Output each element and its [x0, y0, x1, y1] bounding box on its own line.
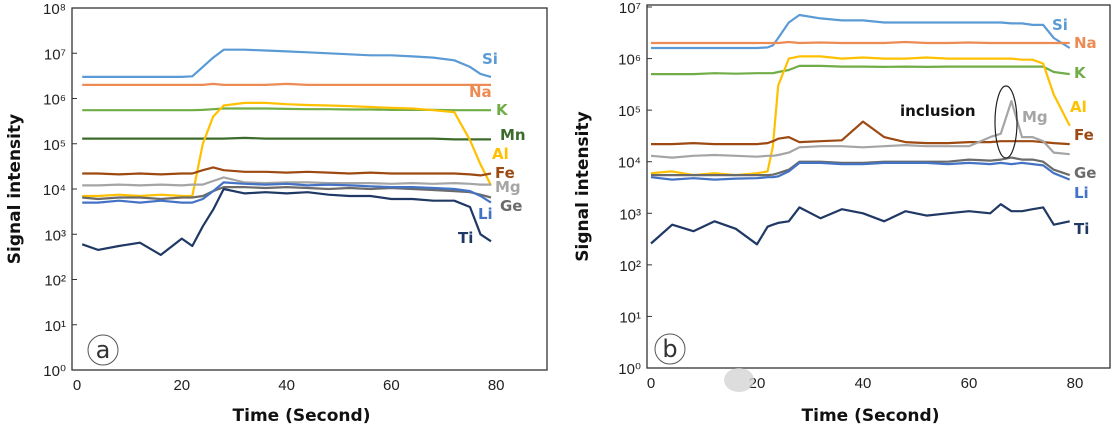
x-tick-label: 0 [73, 377, 81, 394]
series-label-k: K [1074, 64, 1087, 82]
chart-a: 10⁰ 10¹ 10² 10³ 10⁴ 10⁵ 10⁶ 10⁷ 10⁸ 0 20 40 60 80 Time… [5, 1, 548, 426]
series-line-li [650, 161, 1071, 181]
series-label-li: Li [478, 205, 493, 223]
series-line-k [651, 64, 1070, 76]
series-line-si [651, 13, 1071, 50]
x-tick-label: 0 [647, 375, 655, 392]
y-tick-label: 10⁰ [43, 363, 66, 380]
y-tick-label: 10⁶ [618, 52, 641, 69]
series-line-ti [81, 187, 492, 256]
series-line-mg [82, 176, 491, 187]
y-tick-label: 10¹ [44, 318, 66, 335]
y-tick-label: 10⁵ [43, 137, 66, 154]
series-line-fe [651, 120, 1070, 146]
y-tick-label: 10³ [619, 206, 641, 223]
series-label-ge: Ge [500, 197, 523, 215]
series-label-na: Na [1074, 34, 1097, 52]
panel-label-circle [87, 334, 119, 366]
y-tick-label: 10⁵ [618, 103, 641, 120]
watermark-logo-icon [724, 368, 754, 392]
y-tick-label: 10³ [44, 227, 66, 244]
series-label-al: Al [492, 145, 509, 163]
x-tick-label: 20 [173, 377, 190, 394]
series-label-si: Si [482, 50, 498, 68]
y-tick-label: 10⁴ [618, 155, 641, 172]
y-tick-label: 10⁷ [619, 0, 641, 17]
y-tick-label: 10² [619, 258, 641, 275]
y-tick-label: 10¹ [619, 309, 641, 326]
series-label-ti: Ti [458, 229, 473, 247]
series-line-mn [82, 136, 491, 141]
x-axis-label: Time (Second) [802, 406, 940, 426]
series-label-al: Al [1070, 98, 1087, 116]
series-line-mg [650, 99, 1070, 159]
series-label-ti: Ti [1074, 220, 1089, 238]
inclusion-ellipse [994, 85, 1018, 159]
series-label-li: Li [1074, 184, 1089, 202]
panel-label: a [96, 336, 111, 364]
series-line-ti [650, 203, 1070, 246]
y-tick-label: 10⁴ [43, 182, 66, 199]
series-line-si [82, 48, 492, 79]
x-tick-label: 40 [278, 377, 295, 394]
x-tick-label: 40 [855, 375, 872, 392]
series-label-ge: Ge [1074, 164, 1097, 182]
panel-label-circle [654, 333, 686, 365]
y-tick-label: 10⁰ [618, 361, 641, 378]
series-label-mg: Mg [1022, 108, 1048, 126]
y-axis-label: Signal intensity [573, 111, 593, 261]
series-label-si: Si [1052, 16, 1068, 34]
series-label-fe: Fe [1074, 126, 1094, 144]
series-line-ge [82, 186, 492, 201]
series-label-fe: Fe [495, 164, 515, 182]
x-tick-label: 60 [383, 377, 400, 394]
series-line-al [82, 101, 492, 198]
x-tick-label: 80 [488, 377, 505, 394]
y-tick-label: 10⁷ [44, 46, 66, 63]
series-label-k: K [496, 101, 509, 119]
y-axis-label: Signal intensity [5, 114, 25, 264]
x-tick-label: 60 [961, 375, 978, 392]
series-label-mg: Mg [495, 178, 521, 196]
series-line-na [651, 40, 1070, 45]
series-line-ge [651, 156, 1071, 177]
panel-label: b [662, 335, 677, 363]
inclusion-annotation: inclusion [900, 102, 976, 120]
x-axis-label: Time (Second) [233, 406, 371, 426]
x-tick-label: 80 [1067, 375, 1084, 392]
series-line-li [82, 181, 492, 204]
series-label-na: Na [469, 83, 492, 101]
series-label-mn: Mn [500, 126, 526, 144]
plot-frame [646, 4, 1111, 369]
y-tick-label: 10² [44, 273, 66, 290]
y-tick-label: 10⁸ [43, 1, 66, 18]
y-tick-label: 10⁶ [43, 92, 66, 109]
series-line-fe [82, 166, 492, 177]
series-line-na [82, 82, 491, 87]
